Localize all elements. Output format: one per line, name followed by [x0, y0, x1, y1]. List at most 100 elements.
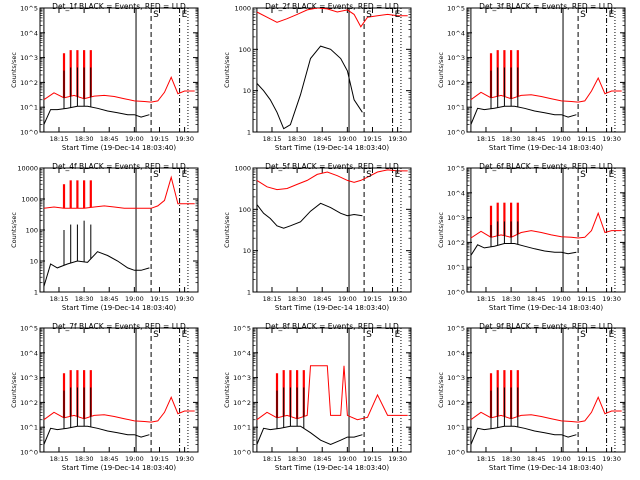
plot-7: Det_7f BLACK = Events, RED = LLD 10^0 10^1…: [10, 322, 199, 472]
marker-label: E: [182, 10, 188, 20]
y-tick-label: 10^2: [447, 239, 465, 247]
y-tick-label: 10: [243, 87, 251, 95]
y-tick-label: 10^3: [20, 54, 38, 62]
marker-label: E: [182, 330, 188, 340]
x-tick-label: 18:45: [100, 295, 119, 303]
y-tick-label: 10^4: [233, 349, 251, 357]
y-tick-label: 10^1: [20, 424, 38, 432]
marker-label: S: [580, 330, 586, 340]
series-line-black: [43, 251, 150, 287]
x-tick-label: 19:30: [175, 295, 194, 303]
plot-2: Det_2f BLACK = Events, RED = LLD 1 10 100 10…: [223, 2, 412, 152]
plot-frame: [252, 327, 412, 453]
x-tick-label: 18:30: [288, 455, 307, 463]
y-tick-label: 10^2: [447, 399, 465, 407]
x-tick-label: 18:45: [100, 135, 119, 143]
y-tick-label: 10^1: [447, 104, 465, 112]
y-tick-label: 1: [247, 129, 251, 137]
y-tick-label: 10^0: [20, 129, 38, 137]
marker-label: E: [395, 10, 401, 20]
plot-frame: [252, 7, 412, 133]
plot-title: Det_7f BLACK = Events, RED = LLD: [52, 322, 186, 331]
series-line-red: [256, 169, 408, 191]
x-axis-label: Start Time (19-Dec-14 18:03:40): [62, 304, 176, 312]
y-tick-label: 1: [247, 289, 251, 297]
x-tick-label: 18:45: [527, 135, 546, 143]
x-axis-label: Start Time (19-Dec-14 18:03:40): [275, 304, 389, 312]
y-axis-label: Counts/sec: [437, 212, 445, 248]
y-axis-label: Counts/sec: [223, 212, 231, 248]
plot-4: Det_4f BLACK = Events, RED = LLD 1 10 100 10…: [10, 162, 199, 312]
x-axis-label: Start Time (19-Dec-14 18:03:40): [275, 144, 389, 152]
y-axis-label: Counts/sec: [223, 52, 231, 88]
y-tick-label: 10^2: [447, 79, 465, 87]
series-line-red: [470, 76, 622, 103]
plot-area: [256, 8, 408, 132]
series-line-red: [256, 8, 408, 28]
series-line-red: [43, 175, 195, 209]
plot-area: [43, 168, 195, 292]
x-tick-label: 18:30: [75, 455, 94, 463]
x-tick-label: 18:45: [313, 455, 332, 463]
y-axis-label: Counts/sec: [437, 372, 445, 408]
series-line-black: [256, 425, 363, 446]
x-tick-label: 19:00: [125, 135, 144, 143]
plot-area: [256, 168, 408, 292]
marker-label: S: [153, 170, 159, 180]
y-tick-label: 10^3: [233, 374, 251, 382]
plot-frame: [466, 7, 626, 133]
plot-1: Det_1f BLACK = Events, RED = LLD 10^0 10^1…: [10, 2, 199, 152]
x-tick-label: 18:30: [75, 295, 94, 303]
y-tick-label: 10^0: [447, 289, 465, 297]
y-tick-label: 10^1: [233, 424, 251, 432]
x-tick-label: 19:30: [388, 295, 407, 303]
marker-label: S: [153, 10, 159, 20]
y-axis-label: Counts/sec: [10, 52, 18, 88]
y-tick-label: 10: [30, 258, 38, 266]
y-tick-label: 1000: [234, 165, 251, 173]
y-tick-label: 10^4: [447, 29, 465, 37]
y-tick-label: 10^4: [20, 349, 38, 357]
y-axis-label: Counts/sec: [10, 372, 18, 408]
y-tick-label: 10^0: [447, 449, 465, 457]
x-tick-label: 18:45: [527, 295, 546, 303]
marker-label: E: [609, 10, 615, 20]
y-tick-label: 100: [239, 46, 251, 54]
series-line-red: [470, 396, 622, 423]
x-tick-label: 18:45: [313, 135, 332, 143]
x-tick-label: 19:15: [577, 135, 596, 143]
y-tick-label: 10^1: [447, 424, 465, 432]
plot-area: [470, 8, 622, 132]
y-tick-label: 10^0: [447, 129, 465, 137]
x-tick-label: 18:15: [263, 135, 282, 143]
y-tick-label: 10^5: [233, 325, 251, 333]
plot-area: [470, 328, 622, 452]
x-tick-label: 19:00: [338, 135, 357, 143]
y-tick-label: 10000: [17, 165, 38, 173]
marker-label: S: [366, 170, 372, 180]
x-tick-label: 18:15: [263, 455, 282, 463]
marker-label: E: [395, 170, 401, 180]
x-tick-label: 19:00: [338, 455, 357, 463]
x-axis-label: Start Time (19-Dec-14 18:03:40): [62, 464, 176, 472]
x-axis-label: Start Time (19-Dec-14 18:03:40): [62, 144, 176, 152]
y-axis-label: Counts/sec: [437, 52, 445, 88]
x-tick-label: 19:00: [552, 135, 571, 143]
y-tick-label: 10^0: [233, 449, 251, 457]
plot-area: [256, 328, 408, 452]
x-tick-label: 18:30: [502, 295, 521, 303]
x-tick-label: 19:30: [175, 455, 194, 463]
marker-label: S: [366, 330, 372, 340]
marker-label: S: [153, 330, 159, 340]
x-tick-label: 19:15: [150, 455, 169, 463]
x-axis-label: Start Time (19-Dec-14 18:03:40): [275, 464, 389, 472]
x-tick-label: 18:15: [477, 135, 496, 143]
x-tick-label: 18:45: [527, 455, 546, 463]
plot-frame: [39, 7, 199, 133]
y-axis-label: Counts/sec: [223, 372, 231, 408]
x-tick-label: 19:15: [363, 135, 382, 143]
plot-3: Det_3f BLACK = Events, RED = LLD 10^0 10^1…: [437, 2, 626, 152]
y-tick-label: 10^4: [447, 349, 465, 357]
x-tick-label: 18:30: [75, 135, 94, 143]
series-line-black: [256, 45, 363, 130]
